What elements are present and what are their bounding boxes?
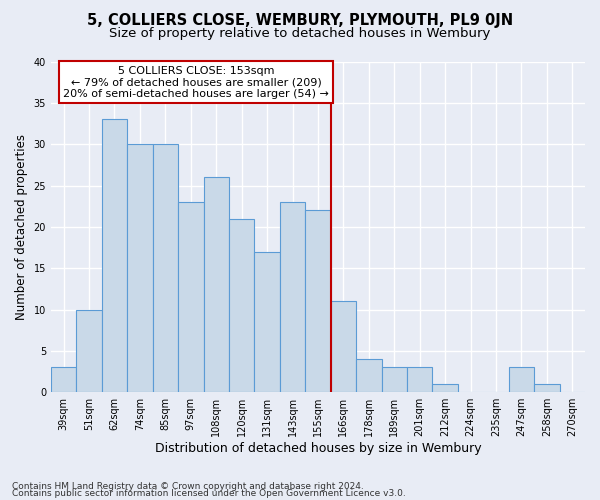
Bar bbox=[229, 218, 254, 392]
Bar bbox=[331, 302, 356, 392]
Bar bbox=[305, 210, 331, 392]
Text: Contains HM Land Registry data © Crown copyright and database right 2024.: Contains HM Land Registry data © Crown c… bbox=[12, 482, 364, 491]
Bar bbox=[509, 368, 534, 392]
Text: 5, COLLIERS CLOSE, WEMBURY, PLYMOUTH, PL9 0JN: 5, COLLIERS CLOSE, WEMBURY, PLYMOUTH, PL… bbox=[87, 12, 513, 28]
Bar bbox=[127, 144, 152, 392]
Bar bbox=[254, 252, 280, 392]
Text: Contains public sector information licensed under the Open Government Licence v3: Contains public sector information licen… bbox=[12, 490, 406, 498]
Text: 5 COLLIERS CLOSE: 153sqm
← 79% of detached houses are smaller (209)
20% of semi-: 5 COLLIERS CLOSE: 153sqm ← 79% of detach… bbox=[63, 66, 329, 99]
Text: Size of property relative to detached houses in Wembury: Size of property relative to detached ho… bbox=[109, 28, 491, 40]
Bar bbox=[356, 359, 382, 392]
Bar bbox=[433, 384, 458, 392]
Bar bbox=[102, 120, 127, 392]
Bar bbox=[152, 144, 178, 392]
Bar bbox=[407, 368, 433, 392]
Y-axis label: Number of detached properties: Number of detached properties bbox=[15, 134, 28, 320]
Bar bbox=[76, 310, 102, 392]
Bar bbox=[534, 384, 560, 392]
Bar bbox=[203, 177, 229, 392]
Bar bbox=[178, 202, 203, 392]
Bar bbox=[51, 368, 76, 392]
Bar bbox=[382, 368, 407, 392]
X-axis label: Distribution of detached houses by size in Wembury: Distribution of detached houses by size … bbox=[155, 442, 481, 455]
Bar bbox=[280, 202, 305, 392]
